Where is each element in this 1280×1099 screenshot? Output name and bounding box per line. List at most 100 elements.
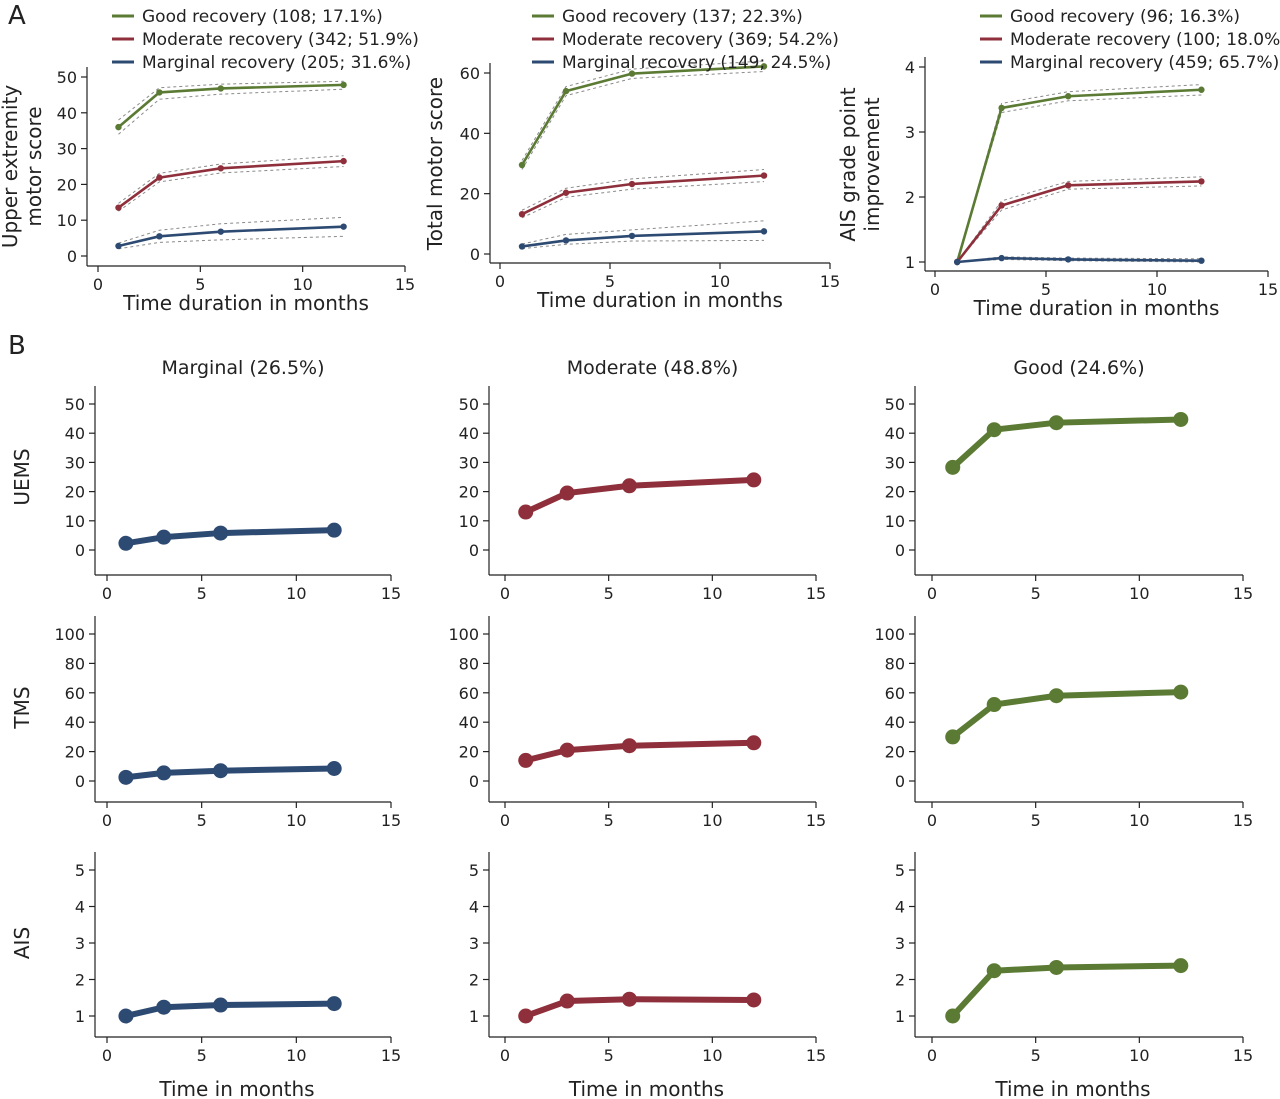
series-good-line <box>117 83 344 129</box>
series-moderate-line <box>524 476 754 515</box>
chart-B-tms-moderate: 0 20 40 60 80 100 0 5 10 15 <box>448 616 826 830</box>
data-point <box>1065 182 1072 189</box>
x-axis-title: Time in months <box>158 1077 314 1099</box>
x-tick-label: 15 <box>1233 811 1253 830</box>
y-tick-label: 1 <box>75 1007 85 1026</box>
y-tick-label: 4 <box>75 898 85 917</box>
data-point <box>326 761 342 777</box>
x-tick-label: 15 <box>395 275 415 294</box>
data-point <box>628 180 636 188</box>
y-tick-label: 3 <box>905 123 915 142</box>
y-tick-label: 0 <box>470 245 480 264</box>
data-point <box>156 999 172 1015</box>
panel-label-a: A <box>8 1 26 31</box>
x-tick-label: 5 <box>1031 1046 1041 1065</box>
series-marginal-line <box>125 1000 335 1019</box>
series-moderate-ci-upper-line <box>118 155 344 204</box>
data-point <box>760 228 768 235</box>
legend-entry: Marginal recovery (149; 24.5%) <box>562 53 831 73</box>
x-tick-label: 10 <box>286 811 306 830</box>
x-axis-title: Time duration in months <box>973 296 1220 320</box>
y-tick-label: 5 <box>469 861 479 880</box>
series-moderate-line <box>521 174 765 216</box>
series-marginal-line <box>118 225 344 248</box>
data-point <box>628 70 636 77</box>
y-tick-label: 30 <box>459 453 479 472</box>
x-tick-label: 0 <box>102 1046 112 1065</box>
data-point <box>1198 86 1205 93</box>
series-marginal-line <box>125 765 335 781</box>
y-tick-label: 50 <box>57 68 77 87</box>
y-tick-label: 40 <box>459 424 479 443</box>
y-tick-label: 20 <box>885 743 905 762</box>
data-point <box>1198 257 1205 264</box>
x-tick-label: 5 <box>1041 280 1051 299</box>
data-point <box>998 202 1005 209</box>
series-good-ci-upper-line <box>118 80 344 121</box>
data-point <box>559 742 575 758</box>
series-marginal-ci-upper-line <box>521 220 765 245</box>
legend-entry: Moderate recovery (369; 54.2%) <box>562 30 839 50</box>
data-point <box>945 1008 961 1024</box>
data-point <box>326 996 342 1012</box>
series-moderate-line <box>117 159 344 209</box>
data-point <box>217 85 224 92</box>
data-point <box>559 485 575 501</box>
x-axis-title: Time in months <box>568 1077 724 1099</box>
data-point <box>156 174 163 181</box>
column-title: Good (24.6%) <box>1013 357 1144 379</box>
data-point <box>986 963 1002 979</box>
y-tick-label: 60 <box>65 684 85 703</box>
chart-B-uems-moderate: 0 10 20 30 40 50 0 5 10 15 Moderate (48.8%) <box>459 357 827 603</box>
data-point <box>518 1008 534 1024</box>
x-tick-label: 0 <box>500 584 510 603</box>
y-tick-label: 3 <box>469 934 479 953</box>
data-point <box>118 535 134 551</box>
y-tick-label: 0 <box>469 541 479 560</box>
legend-entry: Moderate recovery (100; 18.0%) <box>1010 30 1280 50</box>
y-tick-label: 0 <box>469 772 479 791</box>
y-axis-title: Total motor score <box>423 77 447 251</box>
y-tick-label: 1 <box>895 1007 905 1026</box>
data-point <box>156 233 163 240</box>
x-tick-label: 10 <box>1147 280 1167 299</box>
chart-B-ais-good: 1 2 3 4 5 0 5 10 15 Time in months <box>895 852 1253 1099</box>
data-point <box>1198 178 1205 185</box>
chart-A-tms: 0 20 40 60 0 5 10 15 Time duration in months Tota… <box>423 7 840 312</box>
data-point <box>746 992 762 1008</box>
data-point <box>945 459 961 475</box>
y-tick-label: 20 <box>459 743 479 762</box>
x-tick-label: 5 <box>197 584 207 603</box>
y-tick-label: 3 <box>75 934 85 953</box>
x-tick-label: 0 <box>93 275 103 294</box>
data-point <box>998 104 1005 112</box>
x-tick-label: 5 <box>195 275 205 294</box>
y-tick-label: 10 <box>65 512 85 531</box>
y-tick-label: 4 <box>895 898 905 917</box>
series-moderate-ci-lower-line <box>521 181 765 219</box>
series-marginal-ci-lower-line <box>118 235 344 250</box>
x-tick-label: 10 <box>286 1046 306 1065</box>
data-point <box>628 232 636 240</box>
x-tick-label: 0 <box>500 1046 510 1065</box>
data-point <box>986 697 1002 713</box>
column-title: Moderate (48.8%) <box>567 357 739 379</box>
y-tick-label: 60 <box>459 684 479 703</box>
series-good-line <box>950 416 1181 470</box>
data-point <box>998 254 1005 262</box>
x-tick-label: 0 <box>102 584 112 603</box>
series-good-line <box>520 65 765 166</box>
chart-B-tms-good: 0 20 40 60 80 100 0 5 10 15 <box>874 616 1253 830</box>
series-good-ci-lower-line <box>521 70 765 170</box>
data-point <box>1173 684 1189 700</box>
legend-entry: Good recovery (137; 22.3%) <box>562 7 803 27</box>
series-good-line <box>950 962 1181 1019</box>
x-tick-label: 5 <box>197 811 207 830</box>
y-tick-label: 60 <box>460 64 480 83</box>
y-tick-label: 5 <box>75 861 85 880</box>
data-point <box>562 87 570 95</box>
data-point <box>1048 959 1064 975</box>
data-point <box>340 157 347 165</box>
data-point <box>156 529 172 545</box>
